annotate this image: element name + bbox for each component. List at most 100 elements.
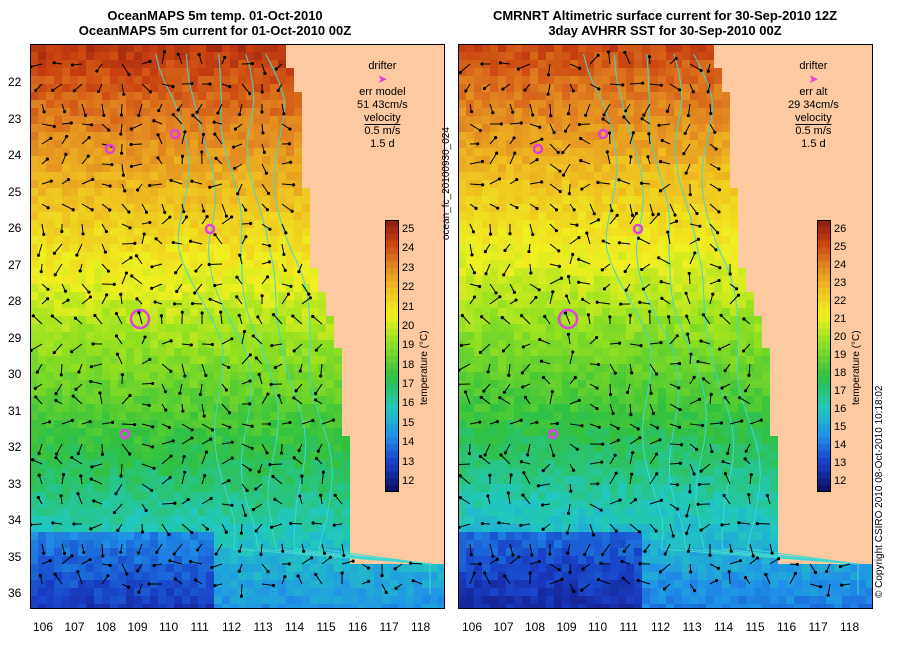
sst-cell bbox=[858, 76, 866, 84]
sst-cell bbox=[278, 108, 286, 116]
sst-cell bbox=[294, 220, 302, 228]
sst-cell bbox=[118, 84, 126, 92]
sst-cell bbox=[110, 244, 118, 252]
sst-cell bbox=[366, 252, 374, 260]
sst-cell bbox=[262, 316, 270, 324]
sst-cell bbox=[254, 508, 262, 516]
sst-cell bbox=[430, 260, 438, 268]
sst-cell bbox=[134, 180, 142, 188]
sst-cell bbox=[230, 292, 238, 300]
sst-cell bbox=[246, 204, 254, 212]
sst-cell bbox=[318, 156, 326, 164]
sst-cell bbox=[458, 44, 466, 52]
sst-cell bbox=[602, 84, 610, 92]
sst-cell bbox=[206, 476, 214, 484]
sst-cell bbox=[222, 140, 230, 148]
sst-cell bbox=[190, 556, 198, 564]
sst-cell bbox=[514, 60, 522, 68]
sst-cell bbox=[70, 220, 78, 228]
sst-cell bbox=[38, 44, 46, 52]
sst-cell bbox=[118, 532, 126, 540]
sst-cell bbox=[94, 356, 102, 364]
sst-cell bbox=[254, 596, 262, 604]
sst-cell bbox=[278, 92, 286, 100]
sst-cell bbox=[310, 500, 318, 508]
sst-cell bbox=[738, 52, 746, 60]
sst-cell bbox=[318, 564, 326, 572]
sst-cell bbox=[142, 276, 150, 284]
sst-cell bbox=[166, 372, 174, 380]
sst-cell bbox=[474, 68, 482, 76]
sst-cell bbox=[514, 100, 522, 108]
sst-cell bbox=[538, 76, 546, 84]
sst-cell bbox=[166, 268, 174, 276]
sst-cell bbox=[158, 292, 166, 300]
sst-cell bbox=[818, 84, 826, 92]
sst-cell bbox=[398, 140, 406, 148]
sst-cell bbox=[350, 204, 358, 212]
sst-cell bbox=[302, 212, 310, 220]
sst-cell bbox=[70, 548, 78, 556]
sst-cell bbox=[206, 244, 214, 252]
sst-cell bbox=[174, 92, 182, 100]
sst-cell bbox=[366, 412, 374, 420]
sst-cell bbox=[286, 468, 294, 476]
sst-cell bbox=[382, 156, 390, 164]
sst-cell bbox=[78, 276, 86, 284]
sst-cell bbox=[30, 340, 38, 348]
drifter-track bbox=[169, 128, 181, 140]
current-vector-head bbox=[106, 574, 110, 578]
sst-cell bbox=[78, 436, 86, 444]
sst-cell bbox=[150, 276, 158, 284]
current-vector bbox=[312, 315, 323, 325]
sst-cell bbox=[46, 580, 54, 588]
sst-cell bbox=[778, 84, 786, 92]
current-vector-head bbox=[126, 585, 131, 589]
current-vector-head bbox=[169, 339, 173, 343]
sst-cell bbox=[110, 108, 118, 116]
sst-cell bbox=[174, 156, 182, 164]
sst-cell bbox=[786, 68, 794, 76]
sst-cell bbox=[182, 276, 190, 284]
sst-cell bbox=[230, 468, 238, 476]
sst-cell bbox=[538, 92, 546, 100]
sst-cell bbox=[246, 108, 254, 116]
sst-cell bbox=[414, 284, 422, 292]
sst-cell bbox=[546, 108, 554, 116]
sst-cell bbox=[54, 364, 62, 372]
sst-cell bbox=[78, 428, 86, 436]
sst-cell bbox=[334, 244, 342, 252]
sst-cell bbox=[366, 60, 374, 68]
sst-cell bbox=[150, 292, 158, 300]
sst-cell bbox=[30, 580, 38, 588]
sst-cell bbox=[422, 412, 430, 420]
sst-cell bbox=[222, 156, 230, 164]
sst-cell bbox=[150, 148, 158, 156]
sst-cell bbox=[110, 268, 118, 276]
current-vector-head bbox=[172, 302, 177, 306]
current-vector bbox=[121, 63, 130, 75]
current-vector-head bbox=[119, 132, 123, 136]
sst-cell bbox=[174, 204, 182, 212]
sst-cell bbox=[302, 148, 310, 156]
sst-cell bbox=[102, 252, 110, 260]
sst-cell bbox=[150, 92, 158, 100]
sst-cell bbox=[198, 356, 206, 364]
sst-cell bbox=[254, 380, 262, 388]
sst-cell bbox=[390, 180, 398, 188]
sst-cell bbox=[422, 492, 430, 500]
sst-cell bbox=[842, 68, 850, 76]
sst-cell bbox=[278, 268, 286, 276]
sst-cell bbox=[102, 364, 110, 372]
sst-cell bbox=[174, 260, 182, 268]
sst-cell bbox=[366, 284, 374, 292]
sst-cell bbox=[70, 172, 78, 180]
sst-cell bbox=[682, 116, 690, 124]
sst-cell bbox=[142, 260, 150, 268]
sst-cell bbox=[102, 604, 110, 609]
sst-cell bbox=[54, 516, 62, 524]
sst-cell bbox=[206, 92, 214, 100]
sst-cell bbox=[406, 468, 414, 476]
sst-cell bbox=[230, 300, 238, 308]
sst-cell bbox=[406, 164, 414, 172]
